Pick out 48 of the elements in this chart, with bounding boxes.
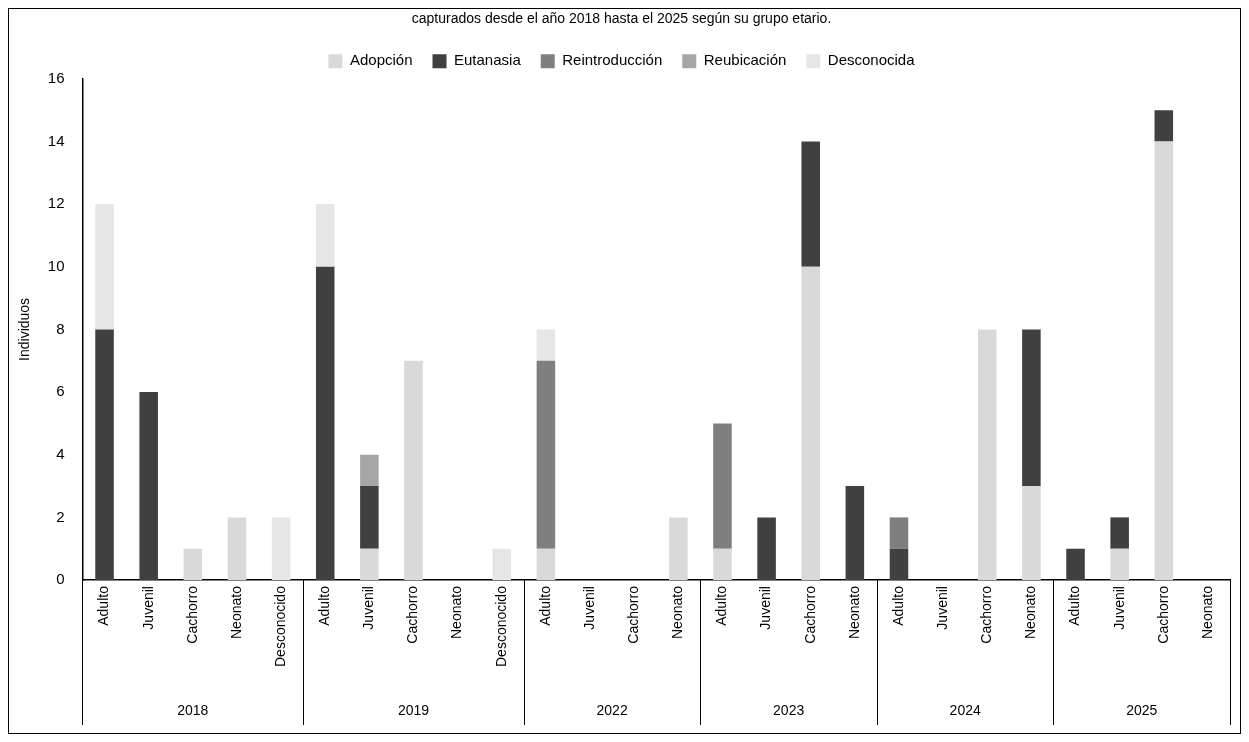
legend-label: Reintroducción xyxy=(562,51,663,69)
x-tick-label: Juvenil xyxy=(360,586,377,630)
x-tick-label: Juvenil xyxy=(757,586,774,630)
y-tick-label: 12 xyxy=(47,194,65,212)
x-tick-label: Juvenil xyxy=(139,586,156,630)
x-tick-label: Juvenil xyxy=(1110,586,1127,630)
y-tick-label: 16 xyxy=(47,68,65,86)
x-tick-label: Cachorro xyxy=(404,585,421,644)
chart-title: capturados desde el año 2018 hasta el 2025 según su grupo etario. xyxy=(411,10,832,27)
y-tick-label: 4 xyxy=(56,444,65,462)
y-tick-label: 2 xyxy=(56,507,65,525)
x-tick-label: Juvenil xyxy=(580,586,597,630)
text: 2018 xyxy=(177,701,209,718)
x-tick-label: Juvenil xyxy=(933,586,950,630)
y-tick-label: 10 xyxy=(47,256,65,274)
text: 2022 xyxy=(596,701,628,718)
x-tick-label: Adulto xyxy=(95,585,112,626)
x-tick-label: Desconocido xyxy=(492,585,509,667)
text: 2023 xyxy=(773,701,805,718)
x-tick-label: Neonato xyxy=(669,585,686,639)
legend-label: Adopción xyxy=(349,51,413,69)
y-tick-label: 6 xyxy=(56,382,65,400)
x-tick-label: Neonato xyxy=(1198,585,1215,639)
x-tick-label: Adulto xyxy=(536,585,553,626)
x-tick-label: Cachorro xyxy=(978,585,995,644)
x-tick-label: Adulto xyxy=(1066,585,1083,626)
text: 2019 xyxy=(397,701,430,718)
x-tick-label: Adulto xyxy=(713,585,730,626)
text: 2024 xyxy=(949,701,981,718)
y-tick-label: 0 xyxy=(56,570,65,588)
x-tick-label: Cachorro xyxy=(1154,585,1171,644)
x-tick-label: Cachorro xyxy=(801,585,818,644)
x-tick-label: Desconocido xyxy=(271,585,288,667)
legend-label: Eutanasia xyxy=(454,51,522,69)
x-tick-label: Adulto xyxy=(316,585,333,626)
x-tick-label: Neonato xyxy=(448,585,465,639)
x-tick-label: Cachorro xyxy=(183,585,200,644)
legend-label: Desconocida xyxy=(827,51,916,69)
text: 2025 xyxy=(1126,701,1158,718)
y-tick-label: 14 xyxy=(47,131,65,149)
x-tick-label: Adulto xyxy=(889,585,906,626)
y-axis-title: Individuos xyxy=(16,297,33,361)
x-tick-label: Neonato xyxy=(227,585,244,639)
x-tick-label: Neonato xyxy=(1022,585,1039,639)
x-tick-label: Neonato xyxy=(845,585,862,639)
y-tick-label: 8 xyxy=(56,319,65,337)
legend-label: Reubicación xyxy=(703,51,787,69)
x-tick-label: Cachorro xyxy=(625,585,642,644)
